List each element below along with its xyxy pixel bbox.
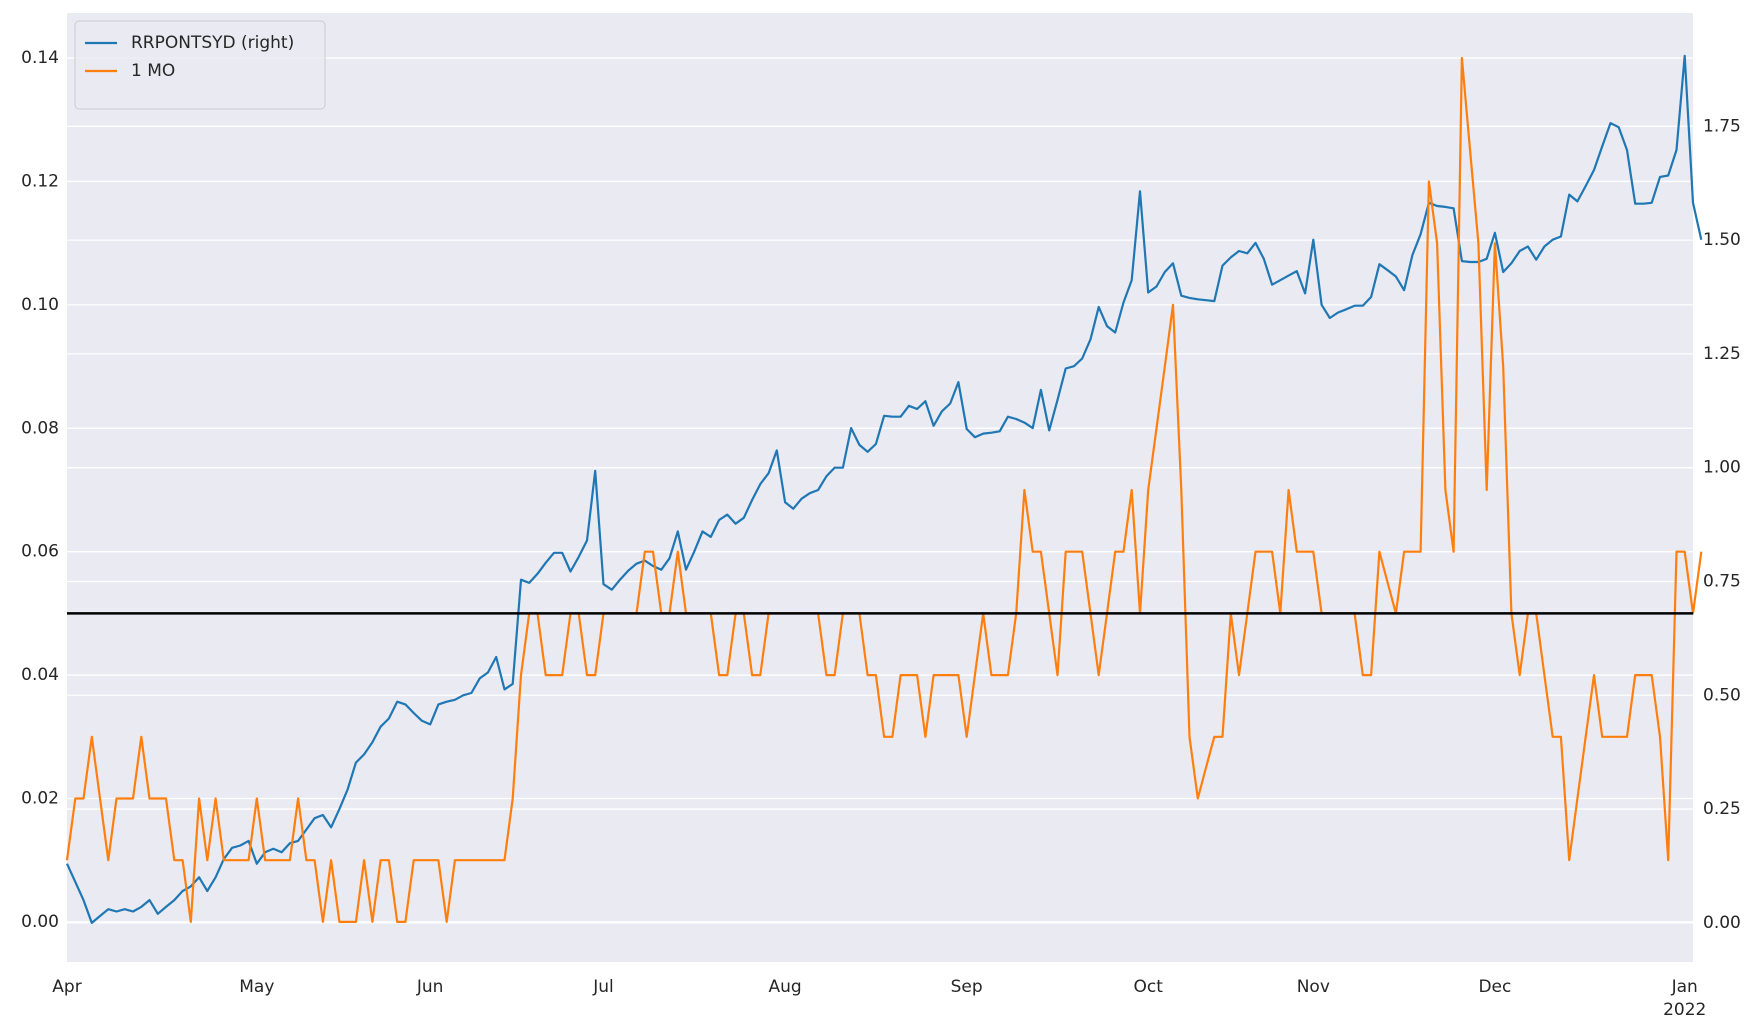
- x-tick-label: Oct: [1134, 977, 1164, 997]
- line: [65, 56, 1703, 923]
- y-tick-label: 0.12: [21, 171, 59, 191]
- y2-tick-label: 0.25: [1703, 799, 1741, 819]
- y2-tick-label: 0.75: [1703, 571, 1741, 591]
- y2-tick-label: 1.75: [1703, 116, 1741, 136]
- y2-tick-label: 1.00: [1703, 458, 1741, 478]
- x-tick-label: Sep: [951, 977, 983, 997]
- x-year-label: 2022: [1663, 1000, 1706, 1020]
- y2-tick-label: 1.25: [1703, 344, 1741, 364]
- x-tick-label: Nov: [1297, 977, 1330, 997]
- x-tick-label: Jan: [1671, 977, 1698, 997]
- y2-tick-label: 0.50: [1703, 685, 1741, 705]
- y-tick-label: 0.08: [21, 418, 59, 438]
- y-tick-label: 0.14: [21, 48, 59, 68]
- x-tick-label: Jul: [592, 977, 614, 997]
- x-tick-label: Aug: [768, 977, 801, 997]
- legend-label: RRPONTSYD (right): [131, 33, 294, 53]
- x-tick-label: Apr: [52, 977, 81, 997]
- y-tick-label: 0.10: [21, 295, 59, 315]
- y-tick-label: 0.06: [21, 542, 59, 562]
- y2-tick-label: 0.00: [1703, 913, 1741, 933]
- legend-box: [74, 20, 326, 110]
- y-tick-label: 0.02: [21, 788, 59, 808]
- x-tick-label: May: [239, 977, 274, 997]
- plot-area: [67, 13, 1693, 962]
- y-tick-label: 0.04: [21, 665, 59, 685]
- y-tick-label: 0.00: [21, 912, 59, 932]
- x-tick-label: Dec: [1478, 977, 1511, 997]
- y2-tick-label: 1.50: [1703, 230, 1741, 250]
- legend-label: 1 MO: [131, 61, 175, 81]
- x-tick-label: Jun: [416, 977, 444, 997]
